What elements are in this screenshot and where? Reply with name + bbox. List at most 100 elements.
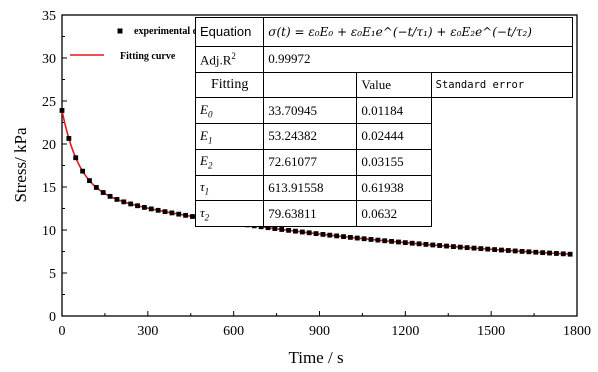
fit-parameters-table: Equation σ(t) = ε₀E₀ + ε₀E₁e^(−t/τ₁) + ε…: [194, 17, 574, 227]
data-point: [114, 196, 120, 202]
param-value: 79.63811: [263, 200, 358, 227]
y-tick-label: 10: [42, 224, 56, 239]
x-tick-label: 1200: [391, 324, 419, 339]
x-axis-ticks: 0 300 600 900 1200 1500 1800: [59, 311, 591, 339]
equation-row: Equation σ(t) = ε₀E₀ + ε₀E₁e^(−t/τ₁) + ε…: [194, 17, 573, 47]
y-axis-title: Stress/ kPa: [11, 127, 30, 203]
data-point: [162, 209, 168, 215]
data-point: [306, 230, 312, 236]
x-tick-label: 1500: [477, 324, 505, 339]
y-tick-label: 30: [42, 52, 56, 67]
x-tick-label: 1800: [563, 324, 591, 339]
data-point: [437, 243, 443, 248]
param-row: τ2 79.63811 0.0632: [194, 200, 573, 227]
y-tick-label: 20: [42, 138, 56, 153]
data-point: [444, 243, 449, 249]
param-value: 72.61077: [263, 148, 358, 176]
param-name: E0: [194, 97, 265, 125]
data-point: [505, 248, 511, 253]
data-point: [87, 178, 92, 184]
legend-experimental-label: experimental data: [134, 26, 212, 37]
param-symbol: E: [200, 101, 208, 117]
data-point: [478, 246, 484, 252]
data-point: [286, 227, 291, 233]
legend-fitting-label: Fitting curve: [120, 51, 176, 62]
data-point: [368, 237, 374, 242]
data-point: [148, 206, 154, 212]
data-point: [100, 190, 106, 195]
x-axis-title: Time / s: [288, 348, 343, 367]
adj-r2-row: Adj.R2 0.99972: [194, 45, 573, 73]
param-name: τ1: [194, 174, 265, 202]
param-name: τ2: [194, 200, 265, 227]
data-point: [121, 199, 127, 205]
param-symbol: τ: [200, 204, 205, 220]
param-value: 33.70945: [263, 97, 358, 125]
param-subscript: 2: [204, 212, 210, 223]
equation-label: Equation: [194, 17, 265, 47]
data-point: [80, 168, 85, 174]
data-point: [464, 245, 470, 251]
data-point: [560, 251, 566, 257]
data-point: [554, 251, 559, 256]
data-point: [533, 249, 539, 255]
data-point: [389, 238, 394, 244]
data-point: [430, 242, 436, 248]
adj-r2-label: Adj.R2: [194, 45, 265, 73]
equation-formula: σ(t) = ε₀E₀ + ε₀E₁e^(−t/τ₁) + ε₀E₂e^(−t/…: [263, 17, 573, 47]
param-subscript: 2: [207, 160, 213, 171]
data-point: [320, 231, 326, 237]
param-row: τ1 613.91558 0.61938: [194, 174, 573, 202]
adj-r2-label-text: Adj.R: [200, 51, 232, 67]
param-value: 613.91558: [263, 174, 358, 202]
data-point: [299, 229, 305, 235]
param-subscript: 1: [204, 186, 210, 197]
param-header-cell: [263, 71, 358, 99]
value-header: Value: [356, 71, 432, 99]
param-symbol: E: [200, 127, 208, 143]
param-row: E0 33.70945 0.01184: [194, 97, 573, 125]
data-point: [416, 241, 422, 247]
param-name: E1: [194, 123, 265, 150]
data-point: [471, 245, 477, 251]
y-tick-label: 5: [49, 267, 56, 282]
param-standard-error: 0.61938: [356, 174, 432, 202]
x-tick-label: 900: [309, 324, 330, 339]
data-point: [313, 231, 319, 237]
param-row: E2 72.61077 0.03155: [194, 148, 573, 176]
data-point: [396, 239, 401, 245]
param-subscript: 1: [207, 135, 213, 146]
x-tick-label: 300: [137, 324, 158, 339]
data-point: [354, 235, 360, 241]
data-point: [402, 240, 408, 246]
data-point: [59, 108, 65, 113]
data-point: [190, 214, 195, 219]
param-value: 53.24382: [263, 123, 358, 150]
param-standard-error: 0.01184: [356, 97, 432, 125]
x-tick-label: 0: [59, 324, 66, 339]
data-point: [135, 203, 140, 209]
data-point: [512, 248, 518, 254]
data-point: [265, 225, 271, 231]
y-axis-ticks: 0 5 10 15 20 25 30 35: [42, 9, 67, 325]
data-point: [423, 242, 429, 247]
param-subscript: 0: [207, 109, 213, 120]
param-symbol: τ: [200, 179, 205, 195]
data-point: [409, 240, 415, 246]
data-point: [334, 233, 340, 239]
param-row: E1 53.24382 0.02444: [194, 123, 573, 150]
data-point: [567, 251, 573, 257]
data-point: [348, 234, 353, 240]
standard-error-header: Standard error: [430, 71, 574, 99]
data-point: [279, 227, 285, 232]
data-point: [540, 250, 546, 256]
data-point: [361, 236, 367, 242]
data-point: [155, 207, 161, 213]
y-tick-label: 25: [42, 95, 56, 110]
adj-r2-superscript: 2: [231, 50, 236, 61]
param-standard-error: 0.02444: [356, 123, 432, 150]
table-header-row: Fitting Value Standard error: [194, 71, 574, 99]
data-point: [382, 238, 388, 244]
y-tick-label: 35: [42, 9, 56, 24]
param-standard-error: 0.03155: [356, 148, 432, 176]
